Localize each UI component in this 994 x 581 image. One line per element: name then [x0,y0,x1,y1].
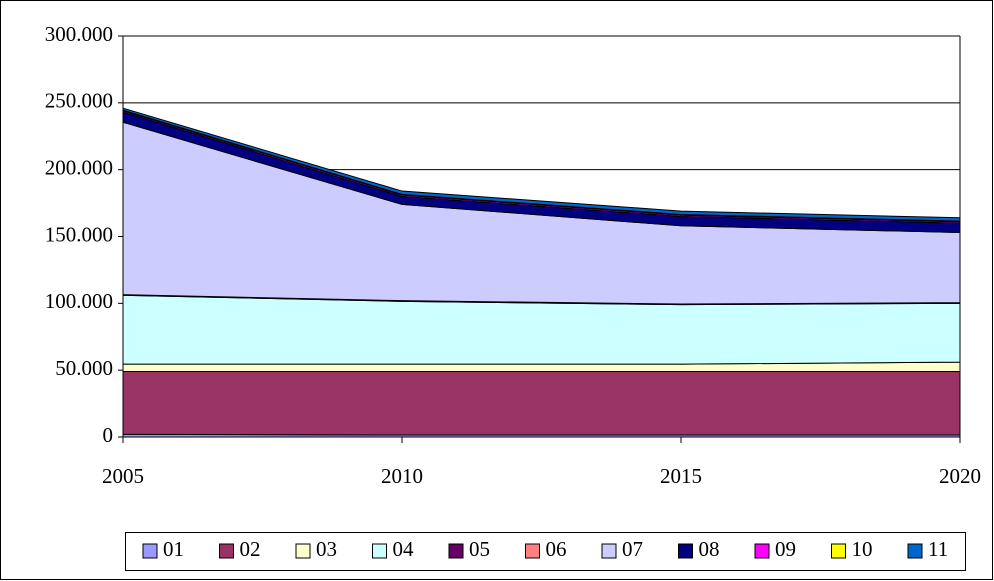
y-tick-label: 100.000 [45,289,113,313]
x-tick-label: 2020 [939,464,981,488]
legend-swatch [754,543,770,559]
legend-swatch [448,543,464,559]
x-tick-label: 2015 [660,464,702,488]
x-tick-label: 2010 [381,464,423,488]
legend-swatch [678,543,693,559]
legend-label: 07 [622,537,643,561]
area [122,294,961,365]
area [122,371,961,436]
y-tick-label: 300.000 [45,22,113,46]
legend-label: 06 [546,537,567,561]
legend-label: 01 [163,537,184,561]
y-tick-label: 50.000 [55,356,113,380]
legend-label: 11 [928,537,948,561]
legend-swatch [525,543,540,559]
legend-swatch [601,543,617,559]
legend-label: 10 [852,537,873,561]
legend-swatch [219,543,234,559]
y-tick-label: 150.000 [45,222,113,246]
legend-swatch [372,543,387,559]
legend-swatch [295,543,311,559]
y-tick-label: 200.000 [45,155,113,179]
legend-label: 08 [699,537,720,561]
legend-label: 04 [393,537,415,561]
y-tick-label: 0 [103,423,114,447]
x-tick-label: 2005 [102,464,144,488]
legend-swatch [907,543,923,559]
legend-label: 05 [469,537,490,561]
legend-swatch [142,543,158,559]
legend-box [125,532,966,571]
legend-swatch [831,543,846,559]
legend-label: 03 [316,537,337,561]
legend-label: 02 [240,537,261,561]
y-tick-label: 250.000 [45,89,113,113]
legend-label: 09 [775,537,796,561]
